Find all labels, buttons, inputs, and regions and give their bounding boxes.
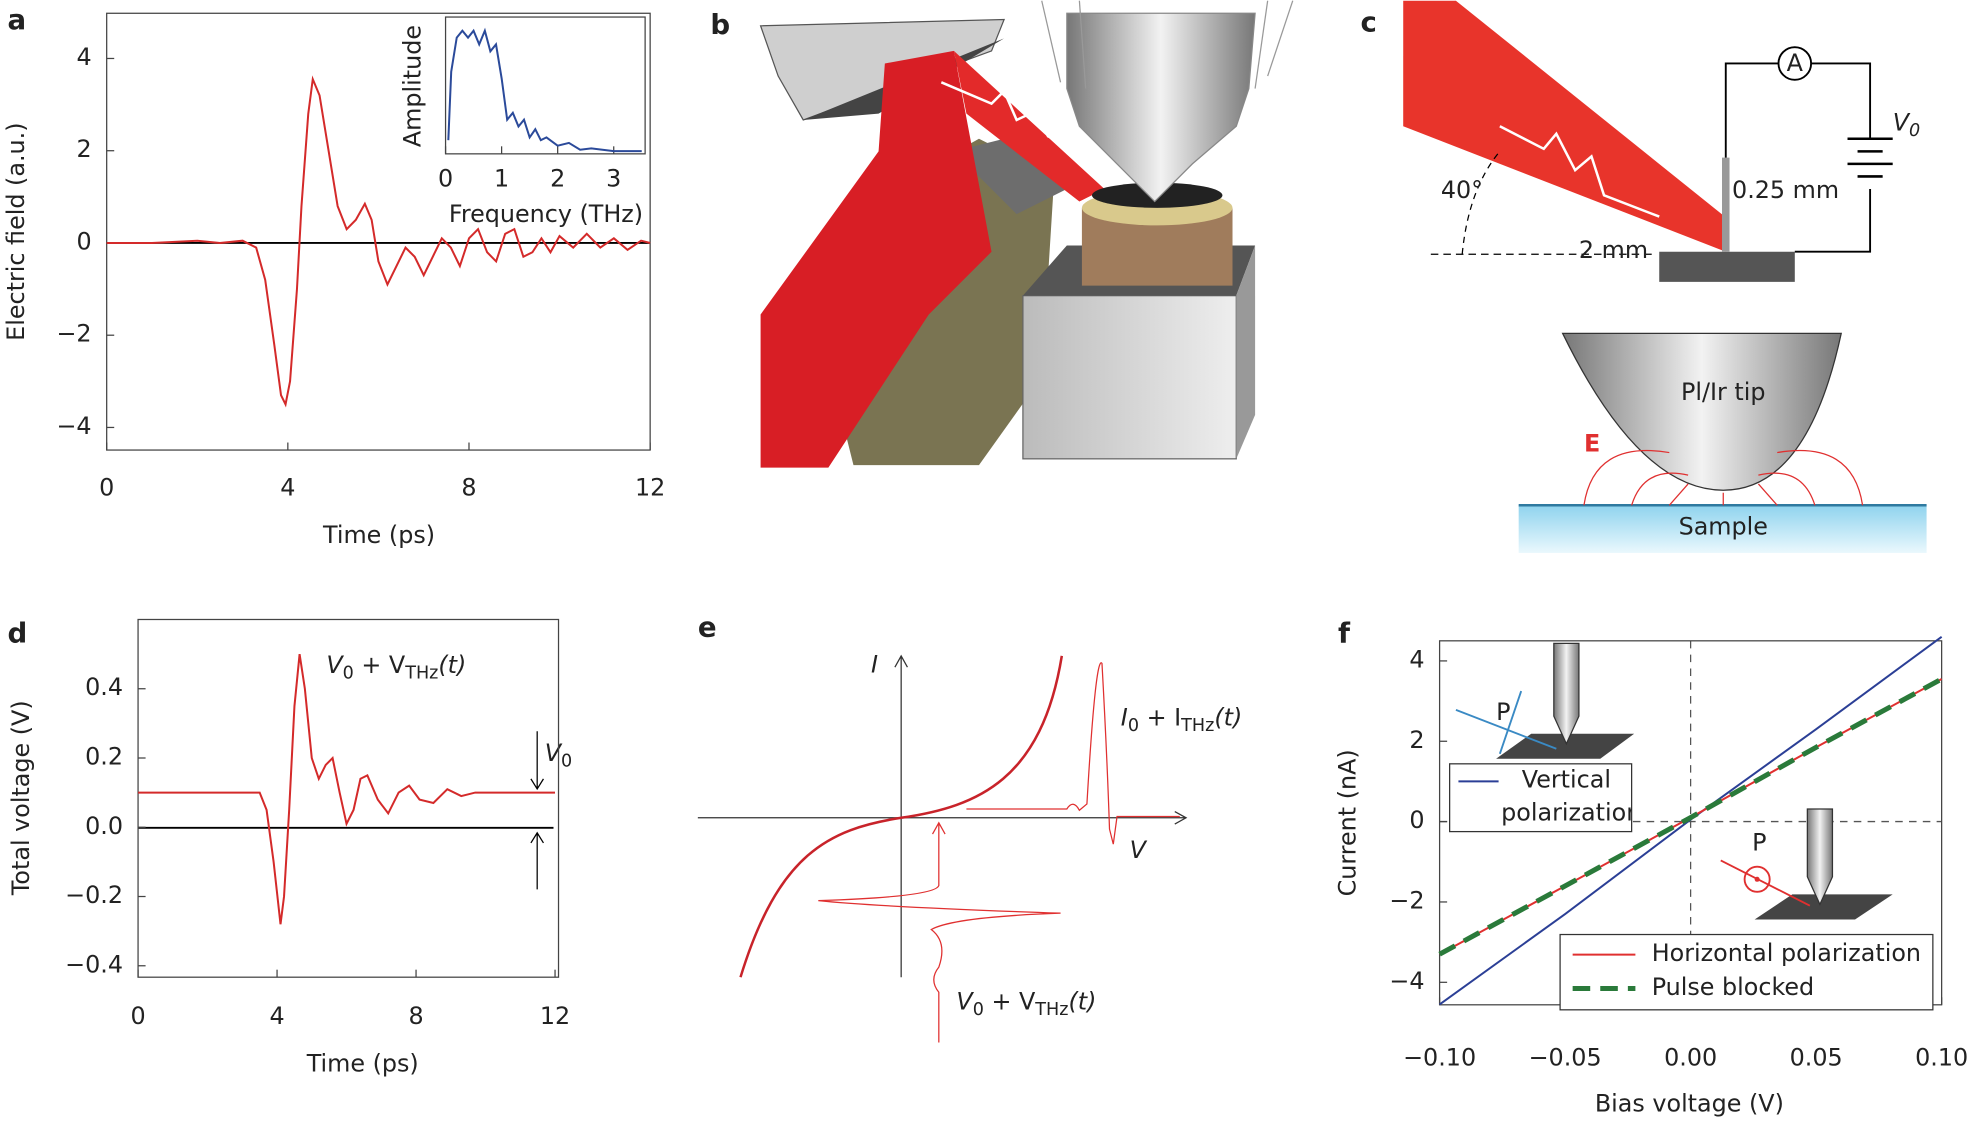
x-tick-label: 12 [635, 473, 665, 501]
data-line [106, 75, 651, 408]
x-tick-label: 0.05 [1790, 1043, 1843, 1071]
data-line [1438, 676, 1943, 957]
panel-label: f [1338, 617, 1351, 650]
text: (t) [438, 650, 466, 678]
y-tick-label: 0 [76, 227, 91, 255]
y-tick-label: 0.4 [85, 673, 123, 701]
y-tick-label: 0.2 [85, 743, 123, 771]
y-tick-label: 0 [1409, 806, 1424, 834]
text: + V [984, 987, 1036, 1015]
x-tick-label: 0 [130, 1002, 145, 1030]
text: (t) [1068, 987, 1096, 1015]
distance-label: 2 mm [1579, 236, 1648, 264]
x-axis-title: Bias voltage (V) [1595, 1090, 1784, 1118]
x-tick-label: 0 [99, 473, 114, 501]
legend-label: Vertical polarization [1501, 766, 1632, 827]
y-tick-label: 4 [1409, 645, 1424, 673]
text: V [1893, 108, 1911, 136]
x-tick-label: 3 [606, 165, 621, 193]
y-tick-label: 0.0 [85, 812, 123, 840]
y-axis-title: Electric field (a.u.) [2, 123, 30, 341]
legend-entry: Vertical polarization [1501, 766, 1632, 827]
x-axis-title: Frequency (THz) [449, 200, 643, 228]
plot-frame [444, 16, 646, 155]
axis-label: I [871, 650, 878, 678]
icon-label: P [1752, 829, 1766, 857]
y-tick-label: 4 [76, 43, 91, 71]
text: 0 [1128, 716, 1139, 736]
x-axis-title: Time (ps) [322, 521, 435, 549]
data-line [447, 27, 642, 153]
text: 0 [1909, 121, 1920, 141]
x-tick-label: 8 [461, 473, 476, 501]
x-tick-label: 0.10 [1915, 1043, 1968, 1071]
voltage-label: V0 [1893, 108, 1921, 141]
setup-render [759, 0, 1294, 468]
ammeter-label: A [1787, 49, 1804, 77]
x-tick-label: −0.10 [1403, 1043, 1476, 1071]
x-tick-label: 4 [269, 1002, 284, 1030]
data-line [138, 653, 556, 925]
legend-box [1559, 933, 1934, 1011]
panel-label: d [8, 617, 28, 650]
x-tick-label: −0.05 [1529, 1043, 1602, 1071]
y-tick-label: −4 [56, 412, 91, 440]
iv-schematic [697, 654, 1188, 1043]
x-tick-label: 4 [280, 473, 295, 501]
gap-label: 0.25 mm [1732, 176, 1839, 204]
text: THz [1180, 716, 1214, 736]
x-axis-title: Time (ps) [306, 1050, 419, 1078]
text: THz [404, 663, 438, 683]
field-label: E [1584, 430, 1600, 458]
panel-label: c [1361, 5, 1377, 38]
text: V [326, 650, 344, 678]
legend-label: Horizontal polarization [1652, 939, 1921, 967]
panel-label: b [710, 8, 730, 41]
text: 0 [973, 1000, 984, 1020]
annotation: V0 + VTHz(t) [956, 987, 1096, 1020]
panel-label: a [8, 3, 27, 36]
arrow [530, 731, 544, 890]
tip-label: Pl/Ir tip [1681, 378, 1766, 406]
y-tick-label: −4 [1389, 967, 1424, 995]
y-axis-title: Amplitude [399, 25, 427, 147]
text: 0 [561, 751, 572, 771]
text: THz [1034, 1000, 1068, 1020]
text: + V [354, 650, 406, 678]
y-tick-label: −2 [1389, 886, 1424, 914]
x-tick-label: 0.00 [1664, 1043, 1717, 1071]
geometry-diagram [1403, 0, 1927, 553]
plot-frame [137, 618, 560, 978]
sample-label: Sample [1679, 512, 1768, 540]
x-tick-label: 8 [408, 1002, 423, 1030]
legend-label: Pulse blocked [1652, 973, 1814, 1001]
text: V [545, 738, 563, 766]
y-tick-label: 2 [1409, 726, 1424, 754]
legend-box [1449, 763, 1633, 833]
panel-label: e [698, 610, 717, 643]
text: 0 [343, 663, 354, 683]
x-tick-label: 2 [550, 165, 565, 193]
y-tick-label: −0.2 [65, 881, 123, 909]
text: V [956, 987, 974, 1015]
y-tick-label: −2 [56, 320, 91, 348]
annotation: I0 + ITHz(t) [1121, 703, 1242, 736]
plot-frame [106, 12, 651, 451]
y-axis-title: Total voltage (V) [7, 700, 35, 896]
x-tick-label: 12 [540, 1002, 570, 1030]
text: + I [1139, 703, 1181, 731]
annotation: V0 + VTHz(t) [326, 650, 466, 683]
text: (t) [1214, 703, 1242, 731]
x-tick-label: 0 [438, 165, 453, 193]
x-tick-label: 1 [494, 165, 509, 193]
y-tick-label: 2 [76, 135, 91, 163]
y-tick-label: −0.4 [65, 950, 123, 978]
axis-label: V [1130, 836, 1148, 864]
y-axis-title: Current (nA) [1334, 749, 1362, 896]
text: I [1121, 703, 1128, 731]
polarization-icon [1455, 642, 1893, 920]
icon-label: P [1496, 698, 1510, 726]
angle-label: 40° [1441, 176, 1483, 204]
